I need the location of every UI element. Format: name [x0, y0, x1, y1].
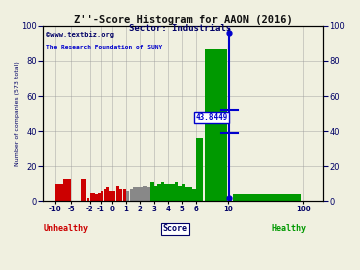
- Bar: [233, 194, 301, 201]
- Bar: [119, 189, 122, 201]
- Text: Unhealthy: Unhealthy: [43, 224, 88, 233]
- Bar: [140, 187, 143, 201]
- Bar: [104, 189, 106, 201]
- Text: 43.8449: 43.8449: [195, 113, 228, 122]
- Bar: [130, 189, 133, 201]
- Bar: [109, 191, 112, 201]
- Bar: [175, 182, 178, 201]
- Bar: [122, 189, 126, 201]
- Bar: [87, 198, 89, 201]
- Bar: [133, 187, 136, 201]
- Bar: [182, 184, 185, 201]
- Bar: [157, 184, 161, 201]
- Title: Z''-Score Histogram for AAON (2016): Z''-Score Histogram for AAON (2016): [74, 15, 293, 25]
- Text: Score: Score: [162, 224, 187, 233]
- Bar: [126, 191, 129, 201]
- Bar: [55, 184, 63, 201]
- Bar: [116, 186, 119, 201]
- Bar: [147, 187, 150, 201]
- Bar: [95, 194, 98, 201]
- Bar: [171, 184, 175, 201]
- Bar: [63, 179, 71, 201]
- Bar: [205, 49, 227, 201]
- Bar: [81, 179, 86, 201]
- Bar: [185, 187, 189, 201]
- Bar: [98, 193, 100, 201]
- Bar: [136, 187, 140, 201]
- Bar: [179, 186, 182, 201]
- Bar: [107, 187, 109, 201]
- Text: Sector: Industrials: Sector: Industrials: [129, 23, 231, 32]
- Bar: [189, 187, 192, 201]
- Bar: [161, 182, 164, 201]
- Bar: [228, 79, 230, 201]
- Y-axis label: Number of companies (573 total): Number of companies (573 total): [15, 61, 20, 166]
- Bar: [101, 191, 103, 201]
- Text: Healthy: Healthy: [272, 224, 307, 233]
- Bar: [168, 184, 171, 201]
- Bar: [154, 186, 157, 201]
- Bar: [144, 186, 147, 201]
- Bar: [150, 182, 154, 201]
- Text: ©www.textbiz.org: ©www.textbiz.org: [46, 31, 114, 38]
- Bar: [193, 189, 195, 201]
- Bar: [112, 191, 115, 201]
- Bar: [196, 138, 203, 201]
- Bar: [90, 193, 95, 201]
- Bar: [165, 184, 168, 201]
- Text: The Research Foundation of SUNY: The Research Foundation of SUNY: [46, 45, 162, 50]
